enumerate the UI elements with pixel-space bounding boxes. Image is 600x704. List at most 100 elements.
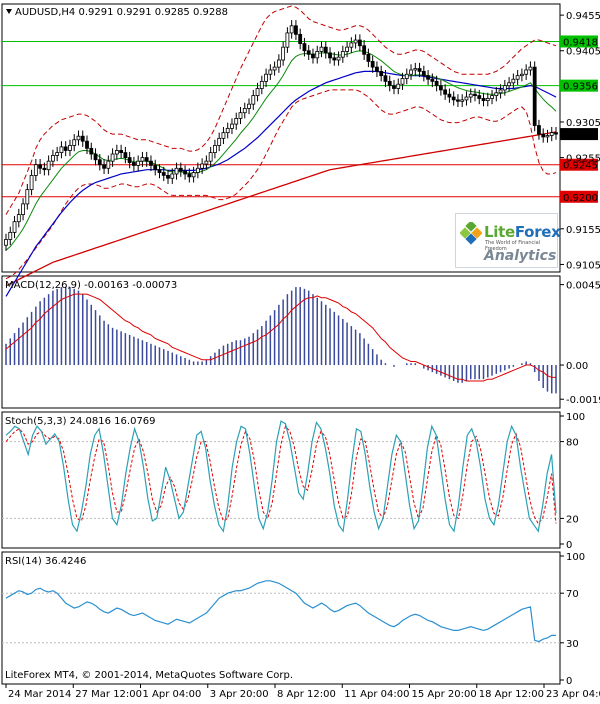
candle-body [349, 42, 354, 48]
candle-body [25, 189, 30, 205]
rsi-title: RSI(14) 36.4246 [5, 556, 86, 567]
stoch-main-line [5, 420, 557, 533]
candle-body [12, 221, 17, 233]
candle-body [494, 92, 499, 97]
candle-body [468, 93, 473, 98]
x-tick-label: 24 Mar 2014 [8, 689, 71, 700]
candle-body [477, 95, 482, 99]
candle-body [507, 82, 512, 87]
candle-body [106, 160, 111, 169]
x-tick-label: 8 Apr 12:00 [277, 689, 336, 700]
candle-body [306, 50, 311, 55]
x-tick-label: 18 Apr 12:00 [479, 689, 544, 700]
candle-body [174, 167, 179, 175]
candle-body [247, 103, 251, 109]
candle-body [110, 153, 115, 162]
candle-body [21, 203, 25, 215]
candle-body [204, 160, 209, 165]
candle-body [328, 52, 332, 59]
candle-body [549, 132, 554, 136]
candle-body [132, 162, 136, 166]
logo-brand: LiteForex [484, 223, 561, 241]
rsi-line [5, 580, 556, 643]
candle-body [460, 99, 465, 102]
x-tick-label: 27 Mar 12:00 [75, 689, 142, 700]
candle-body [502, 85, 507, 91]
candle-body [340, 51, 345, 58]
candle-body [519, 73, 524, 77]
candle-body [80, 135, 85, 142]
candle-body [302, 43, 307, 52]
macd-tick-label: 0.00454 [566, 281, 600, 292]
stoch-tick-label: 80 [566, 438, 579, 449]
candle-body [76, 135, 81, 141]
x-tick-label: 15 Apr 20:00 [412, 689, 477, 700]
candle-body [114, 150, 119, 155]
candle-body [127, 157, 132, 163]
candle-body [55, 152, 60, 156]
candle-body [498, 89, 503, 94]
candle-body [281, 46, 286, 61]
candle-body [123, 152, 128, 158]
candle-body [255, 88, 260, 97]
ma-blue-line [5, 70, 557, 297]
candle-body [63, 146, 68, 151]
candle-body [456, 99, 460, 102]
candle-body [332, 57, 337, 61]
candle-body [234, 118, 239, 125]
candle-body [251, 95, 256, 105]
candle-body [379, 70, 384, 77]
price-tick-label: 0.9455 [566, 11, 600, 22]
candle-body [191, 172, 196, 178]
candle-body [438, 85, 443, 91]
liteforex-logo: LiteForex The World of Financial Freedom… [455, 213, 561, 268]
x-tick-label: 3 Apr 20:00 [210, 689, 269, 700]
level-label-0.9245: 0.9245 [563, 161, 598, 172]
candle-body [400, 78, 405, 85]
ma-fast-line [5, 50, 557, 251]
candle-body [230, 123, 234, 129]
candle-body [217, 137, 222, 146]
candle-body [511, 78, 516, 84]
stoch-signal-line [5, 425, 557, 525]
candle-body [264, 73, 268, 82]
candle-body [161, 172, 166, 176]
candle-body [85, 140, 89, 149]
candle-body [532, 66, 537, 126]
price-tick-label: 0.9155 [566, 225, 600, 236]
macd-title: MACD(12,26,9) -0.00163 -0.00073 [5, 280, 177, 291]
candle-body [102, 164, 106, 169]
candle-body [93, 153, 98, 161]
candle-body [362, 45, 367, 55]
candle-body [259, 80, 264, 89]
ma-slow-line [5, 131, 557, 287]
candle-body [200, 163, 205, 169]
candle-body [276, 59, 281, 68]
level-label-0.9418: 0.9418 [563, 37, 598, 48]
candle-body [213, 145, 217, 154]
stoch-tick-label: 0 [566, 540, 572, 551]
candle-body [357, 39, 362, 47]
logo-analytics: Analytics [484, 248, 557, 264]
price-tick-label: 0.9105 [566, 260, 600, 271]
candle-body [464, 96, 469, 101]
macd-tick-label: 0.00 [566, 361, 588, 372]
liteforex-logo-icon [460, 222, 482, 245]
candle-body [375, 66, 379, 72]
candle-body [443, 89, 448, 95]
candle-body [46, 160, 51, 171]
candle-body [345, 46, 349, 52]
price-title: AUDUSD,H4 0.9291 0.9291 0.9285 0.9288 [15, 7, 228, 18]
rsi-tick-label: 70 [566, 589, 579, 600]
level-label-0.9200: 0.9200 [563, 193, 598, 204]
candle-body [170, 173, 175, 179]
candle-body [383, 75, 388, 82]
candle-body [144, 157, 149, 162]
macd-tick-label: -0.00193 [566, 395, 600, 406]
candle-body [119, 150, 124, 154]
candle-body [451, 96, 456, 101]
copyright-text: LiteForex MT4, © 2001-2014, MetaQuotes S… [5, 670, 293, 681]
candle-body [392, 85, 396, 89]
candle-body [50, 155, 55, 162]
level-badge-0.9418 [560, 35, 598, 48]
